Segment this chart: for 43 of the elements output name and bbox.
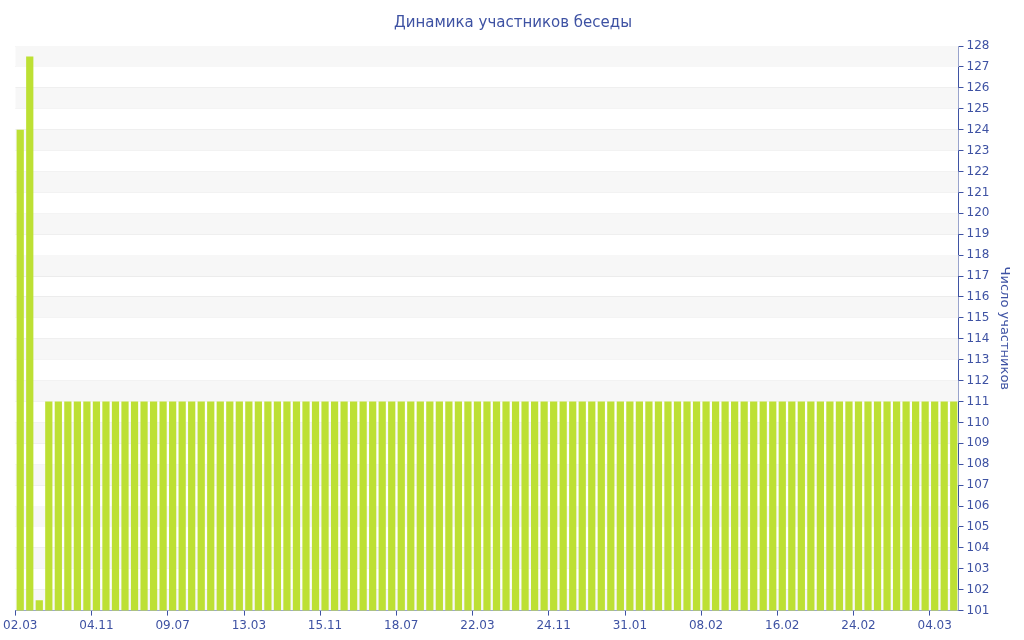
y-tick-label: 124 [966, 121, 990, 136]
y-tick-label: 113 [966, 351, 990, 366]
x-tick-label: 04.03 [917, 617, 952, 632]
y-tick-label: 108 [966, 456, 990, 471]
y-tick-label: 122 [966, 163, 990, 178]
x-tick-label: 09.07 [155, 617, 190, 632]
y-tick-label: 123 [966, 142, 990, 157]
y-tick-label: 105 [966, 519, 990, 534]
y-tick-label: 102 [966, 581, 990, 596]
y-tick-label: 117 [966, 268, 990, 283]
x-tick-label: 04.11 [79, 617, 114, 632]
x-tick-label: 24.11 [536, 617, 571, 632]
y-tick-label: 111 [966, 393, 990, 408]
x-tick-label: 22.03 [460, 617, 495, 632]
y-tick-label: 104 [966, 539, 990, 554]
chart-title: Динамика участников беседы [393, 12, 633, 31]
y-tick-label: 121 [966, 184, 990, 199]
y-tick-label: 115 [966, 309, 990, 324]
y-tick-label: 114 [966, 330, 990, 345]
x-tick-label: 15.11 [307, 617, 343, 632]
y-tick-label: 116 [966, 289, 990, 304]
x-tick-label: 24.02 [841, 617, 876, 632]
x-tick-label: 13.03 [231, 617, 267, 632]
y-tick-label: 125 [966, 100, 990, 115]
x-tick-label: 16.02 [765, 617, 800, 632]
y-axis-title: Число участников [997, 266, 1013, 390]
y-tick-label: 112 [966, 372, 990, 387]
y-tick-label: 109 [966, 435, 990, 450]
y-tick-label: 101 [966, 602, 990, 617]
x-tick-label: 02.03 [3, 617, 38, 632]
y-tick-label: 118 [966, 247, 990, 262]
x-tick-label: 08.02 [688, 617, 724, 632]
x-tick-label: 31.01 [612, 617, 648, 632]
y-tick-label: 119 [966, 226, 990, 241]
y-tick-label: 126 [966, 79, 990, 94]
y-tick-label: 120 [966, 205, 990, 220]
y-tick-label: 127 [966, 59, 990, 74]
x-tick-label: 18.07 [384, 617, 419, 632]
y-tick-label: 128 [966, 38, 990, 53]
y-tick-label: 106 [966, 498, 990, 513]
y-tick-label: 103 [966, 560, 990, 575]
y-tick-label: 110 [966, 414, 990, 429]
y-tick-label: 107 [966, 477, 990, 492]
